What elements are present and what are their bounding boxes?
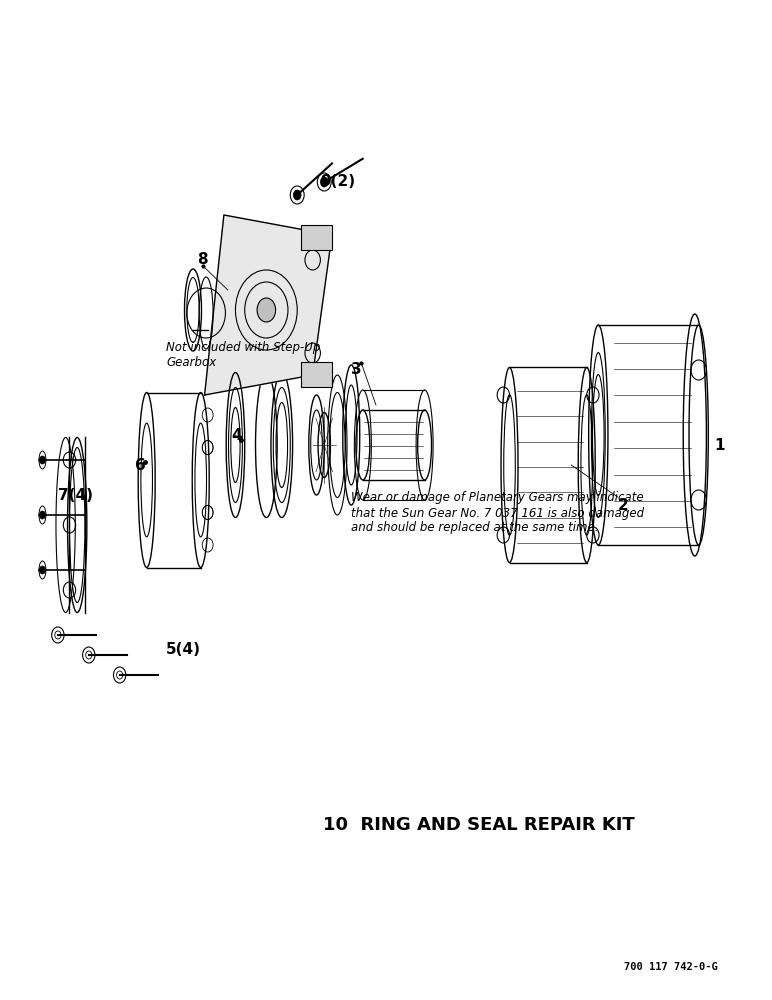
- Text: 3: 3: [351, 362, 362, 377]
- Text: 7(4): 7(4): [58, 488, 93, 502]
- Bar: [301, 362, 332, 387]
- Text: 6: 6: [135, 458, 146, 473]
- Text: 2: 2: [618, 497, 628, 512]
- Bar: [301, 225, 332, 250]
- Text: 4: 4: [232, 428, 242, 442]
- Polygon shape: [205, 215, 332, 395]
- Text: 5(4): 5(4): [166, 643, 201, 658]
- Text: Wear or damage of Planetary Gears may indicate
that the Sun Gear No. 7 037 161 i: Wear or damage of Planetary Gears may in…: [351, 491, 645, 534]
- Circle shape: [39, 511, 46, 519]
- Circle shape: [39, 566, 46, 574]
- Circle shape: [320, 177, 328, 187]
- Circle shape: [39, 456, 46, 464]
- Circle shape: [293, 190, 301, 200]
- Text: 1: 1: [714, 438, 725, 452]
- Text: 10  RING AND SEAL REPAIR KIT: 10 RING AND SEAL REPAIR KIT: [323, 816, 635, 834]
- Text: 700 117 742-0-G: 700 117 742-0-G: [625, 962, 718, 972]
- Text: 8: 8: [197, 252, 208, 267]
- Text: Not included with Step-Up
Gearbox: Not included with Step-Up Gearbox: [166, 341, 320, 369]
- Circle shape: [257, 298, 276, 322]
- Text: 9(2): 9(2): [320, 174, 355, 190]
